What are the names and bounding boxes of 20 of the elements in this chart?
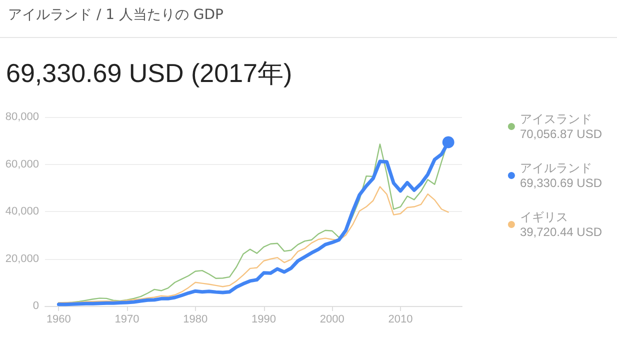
text: 69,330.69 USD	[520, 176, 602, 190]
text: 70,056.87 USD	[520, 127, 602, 141]
x-tick-label: 1970	[114, 314, 140, 326]
y-tick-label: 0	[32, 300, 39, 312]
y-tick-label: 60,000	[5, 158, 39, 170]
y-tick-label: 80,000	[5, 111, 39, 123]
x-tick-label: 1990	[252, 314, 276, 326]
legend-label: アイルランド	[520, 161, 592, 175]
legend-label: アイスランド	[520, 112, 592, 126]
x-tick-label: 1960	[46, 314, 71, 326]
text: 39,720.44 USD	[520, 225, 602, 239]
y-tick-label: 40,000	[5, 206, 39, 218]
x-tick-label: 1980	[183, 314, 208, 326]
line-series	[58, 186, 449, 304]
chart-subtitle: 69,330.69 USD (2017年)	[6, 57, 292, 90]
x-tick-label: 2010	[388, 314, 413, 326]
x-tick-label: 2000	[320, 314, 344, 326]
chart-title: アイルランド / 1 人当たりの GDP	[8, 6, 224, 24]
legend-label: イギリス	[520, 210, 568, 224]
y-tick-label: 20,000	[5, 252, 39, 265]
